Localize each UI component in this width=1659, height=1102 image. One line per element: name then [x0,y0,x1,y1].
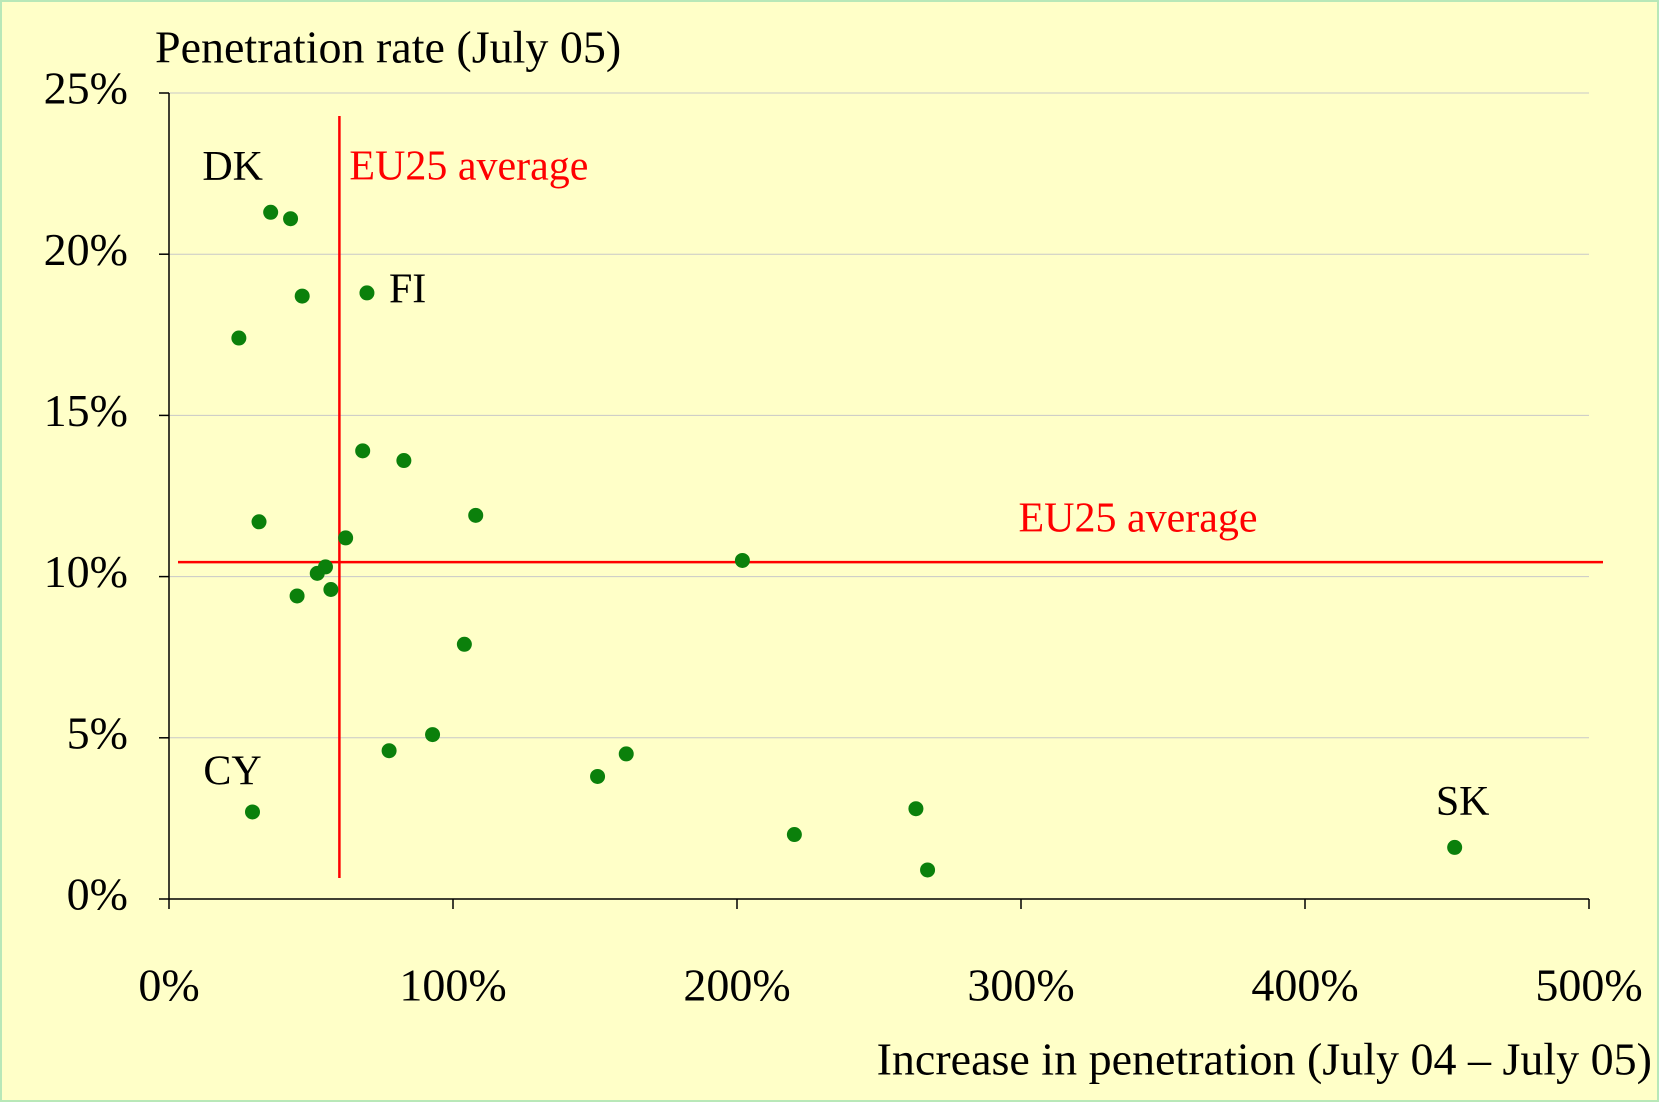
point [244,804,260,820]
point [468,507,484,523]
x-tick-label: 100% [399,960,506,1011]
x-tick-label: 400% [1251,960,1358,1011]
y-tick-label: 10% [44,546,128,597]
y-tick-label: 20% [44,224,128,275]
point [359,285,375,301]
point-label: FI [389,267,426,313]
point [309,565,325,581]
x-tick-label: 200% [683,960,790,1011]
point [294,288,310,304]
point [338,530,354,546]
point [381,743,397,759]
point [920,862,936,878]
point [251,514,267,530]
point [263,204,279,220]
x-axis-title: Increase in penetration (July 04 – July … [877,1034,1652,1085]
point [289,588,305,604]
point [231,330,247,346]
point-label: CY [203,749,261,795]
point-label: DK [202,144,263,190]
x-tick-label: 500% [1535,960,1642,1011]
point [323,581,339,597]
x-tick-label: 300% [967,960,1074,1011]
point [590,768,606,784]
x-tick-label: 0% [138,960,199,1011]
reference-label: EU25 average [1018,496,1257,542]
point [734,552,750,568]
point-label: SK [1436,779,1490,825]
y-tick-label: 0% [67,869,128,920]
point [456,636,472,652]
y-axis-title: Penetration rate (July 05) [155,22,621,73]
point [786,827,802,843]
y-tick-label: 25% [44,63,128,114]
point [618,746,634,762]
y-tick-label: 5% [67,707,128,758]
point [283,211,299,227]
point [396,453,412,469]
point [355,443,371,459]
point [425,727,441,743]
point [908,801,924,817]
point [1447,839,1463,855]
y-tick-label: 15% [44,385,128,436]
reference-label: EU25 average [349,144,588,190]
